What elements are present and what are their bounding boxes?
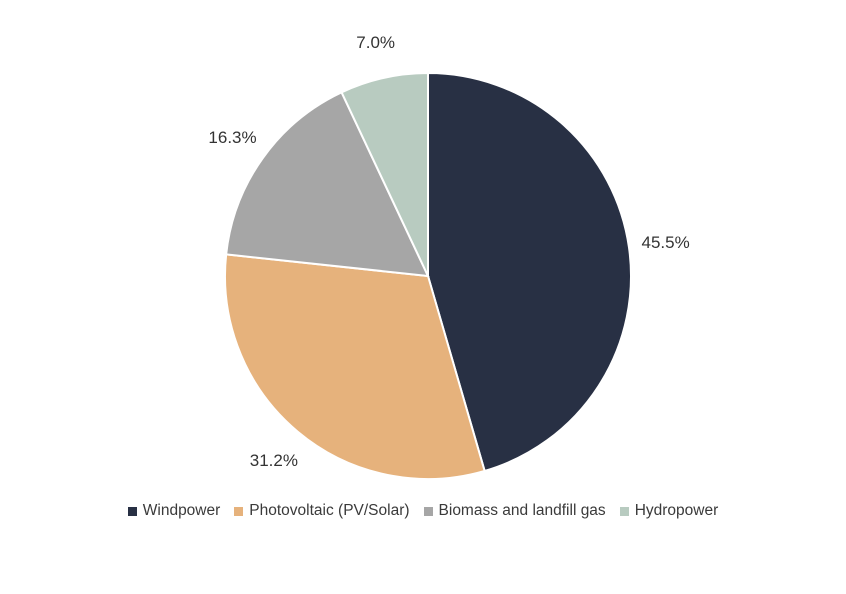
legend-swatch [127, 506, 137, 516]
pie-data-labels: 45.5% 31.2% 16.3% 7.0% [208, 33, 689, 470]
legend-swatch [619, 506, 629, 516]
pie-slice-windpower [427, 71, 632, 473]
data-label-windpower: 45.5% [642, 233, 690, 252]
pie-slice-biomass-and-landfill-gas [225, 90, 430, 278]
legend-label: Biomass and landfill gas [438, 502, 606, 519]
legend-label: Windpower [142, 502, 221, 519]
legend-item-photovoltaic-pv-solar: Photovoltaic (PV/Solar) [234, 502, 410, 520]
data-label-biomass-and-landfill-gas: 16.3% [208, 128, 256, 147]
pie-slice-hydropower [340, 71, 429, 277]
pie-slices [224, 71, 632, 480]
legend-label: Hydropower [634, 502, 719, 519]
legend-item-hydropower: Hydropower [619, 502, 719, 520]
legend-item-biomass-and-landfill-gas: Biomass and landfill gas [423, 502, 606, 520]
legend-item-windpower: Windpower [127, 502, 221, 520]
legend-swatch [423, 506, 433, 516]
chart-legend: Windpower Photovoltaic (PV/Solar) Biomass … [0, 502, 846, 520]
data-label-hydropower: 7.0% [356, 33, 395, 52]
pie-slice-photovoltaic-pv-solar [224, 253, 486, 480]
data-label-photovoltaic-pv-solar: 31.2% [250, 451, 298, 470]
legend-swatch [234, 506, 244, 516]
legend-label: Photovoltaic (PV/Solar) [249, 502, 410, 519]
